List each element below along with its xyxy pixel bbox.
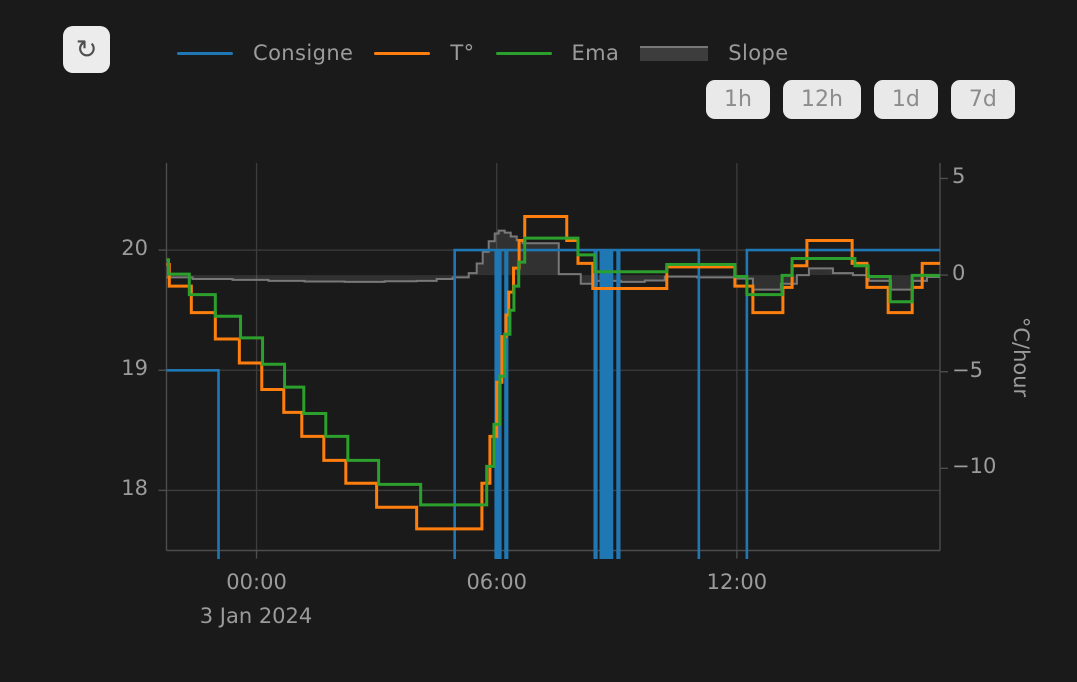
legend-item-label: Slope — [728, 41, 789, 65]
slope-line — [166, 229, 940, 291]
range-button-1h[interactable]: 1h — [706, 80, 770, 119]
y-right-tick-label: −5 — [952, 357, 983, 382]
range-button-1d[interactable]: 1d — [873, 80, 938, 119]
legend: Consigne T° Ema Slope — [177, 39, 810, 67]
refresh-icon: ↻ — [75, 34, 98, 65]
y-left-tick-label: 19 — [121, 356, 148, 381]
x-date-label: 3 Jan 2024 — [199, 604, 313, 628]
slope-area — [166, 230, 940, 290]
legend-item-label: Consigne — [253, 41, 354, 65]
ema-line — [166, 236, 940, 507]
y-right-tick-label: −10 — [952, 454, 997, 479]
x-tick-label: 12:00 — [706, 570, 768, 594]
legend-item-ema[interactable]: Ema — [495, 41, 620, 65]
range-button-12h[interactable]: 12h — [782, 80, 861, 119]
legend-line-swatch — [177, 51, 233, 55]
y-right-axis-title: °C/hour — [1009, 316, 1033, 398]
plot-area[interactable] — [167, 163, 941, 551]
legend-item-label: T° — [450, 41, 475, 65]
refresh-button[interactable]: ↻ — [63, 26, 110, 73]
y-left-tick-label: 20 — [121, 236, 148, 261]
legend-item-t[interactable]: T° — [374, 41, 474, 65]
x-tick-label: 06:00 — [466, 570, 527, 594]
x-tick-label: 00:00 — [226, 570, 287, 594]
legend-area-swatch — [640, 45, 709, 61]
range-buttons: 1h 12h 1d 7d — [706, 80, 1015, 119]
y-left-tick-label: 18 — [121, 476, 148, 501]
legend-line-swatch — [374, 51, 431, 55]
legend-item-slope[interactable]: Slope — [640, 41, 788, 65]
y-right-tick-label: 5 — [952, 164, 966, 189]
range-button-7d[interactable]: 7d — [950, 80, 1015, 119]
legend-line-swatch — [495, 51, 552, 55]
legend-item-consigne[interactable]: Consigne — [177, 41, 353, 65]
consigne-line — [166, 248, 940, 559]
y-right-tick-label: 0 — [952, 261, 966, 286]
legend-item-label: Ema — [571, 41, 620, 65]
